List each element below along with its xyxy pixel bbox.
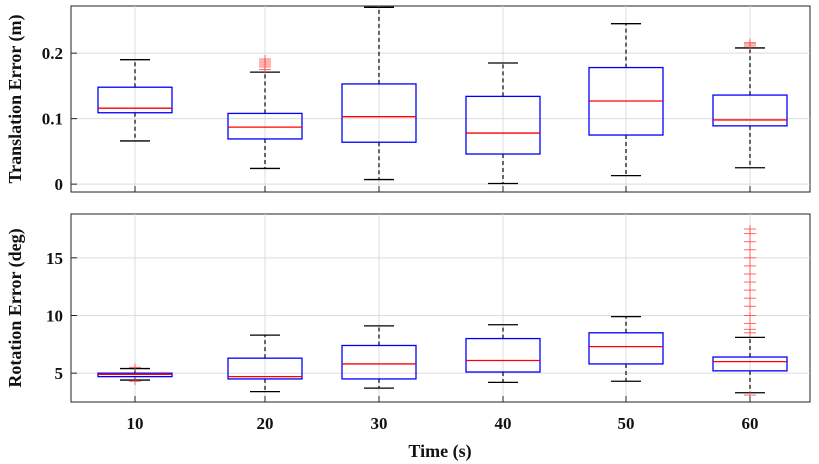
translation-axes-frame xyxy=(70,5,811,193)
rotation-iqr-box-50 xyxy=(588,332,664,365)
rotation-iqr-box-60 xyxy=(712,356,788,372)
rotation-axes-frame xyxy=(70,213,811,403)
translation-ytick-label-2: 0.2 xyxy=(42,44,63,63)
translation-box-group-50 xyxy=(588,23,664,177)
rotation-iqr-box-30 xyxy=(341,344,417,380)
rotation-ytick-label-2: 15 xyxy=(46,249,63,268)
rotation-box-group-10 xyxy=(97,363,173,386)
translation-error-panel: 0 0.1 0.2 Translation Error (m) xyxy=(5,5,811,194)
x-axis-label: Time (s) xyxy=(408,441,471,462)
rotation-iqr-box-40 xyxy=(465,337,541,373)
rotation-ytick-label-0: 5 xyxy=(55,364,64,383)
xtick-label-20: 20 xyxy=(257,414,274,433)
rotation-box-group-50 xyxy=(588,316,664,382)
translation-iqr-box-60 xyxy=(712,94,788,127)
xtick-label-50: 50 xyxy=(618,414,635,433)
xtick-label-30: 30 xyxy=(371,414,388,433)
translation-iqr-box-40 xyxy=(465,95,541,155)
translation-box-group-60 xyxy=(712,38,788,169)
xtick-label-40: 40 xyxy=(495,414,512,433)
translation-box-group-10 xyxy=(97,59,173,142)
rotation-error-panel: 5 10 15 Rotation Error (deg) xyxy=(5,213,811,403)
translation-iqr-box-10 xyxy=(97,86,173,114)
rotation-ytick-label-1: 10 xyxy=(46,306,63,325)
translation-box-group-40 xyxy=(465,62,541,185)
translation-box-group-30 xyxy=(341,6,417,181)
rotation-box-group-60 xyxy=(712,224,788,400)
rotation-box-group-20 xyxy=(227,334,303,393)
rotation-box-group-30 xyxy=(341,325,417,389)
rotation-box-group-40 xyxy=(465,324,541,384)
translation-iqr-box-20 xyxy=(227,112,303,140)
xtick-label-60: 60 xyxy=(742,414,759,433)
translation-box-group-20 xyxy=(227,55,303,170)
x-tick-labels: 10 20 30 40 50 60 xyxy=(127,414,759,433)
rotation-ylabel: Rotation Error (deg) xyxy=(5,228,26,387)
rotation-iqr-box-20 xyxy=(227,357,303,380)
translation-iqr-box-30 xyxy=(341,83,417,143)
xtick-label-10: 10 xyxy=(127,414,144,433)
translation-ytick-label-0: 0 xyxy=(55,175,64,194)
translation-ytick-label-1: 0.1 xyxy=(42,110,63,129)
translation-ylabel: Translation Error (m) xyxy=(5,15,26,184)
